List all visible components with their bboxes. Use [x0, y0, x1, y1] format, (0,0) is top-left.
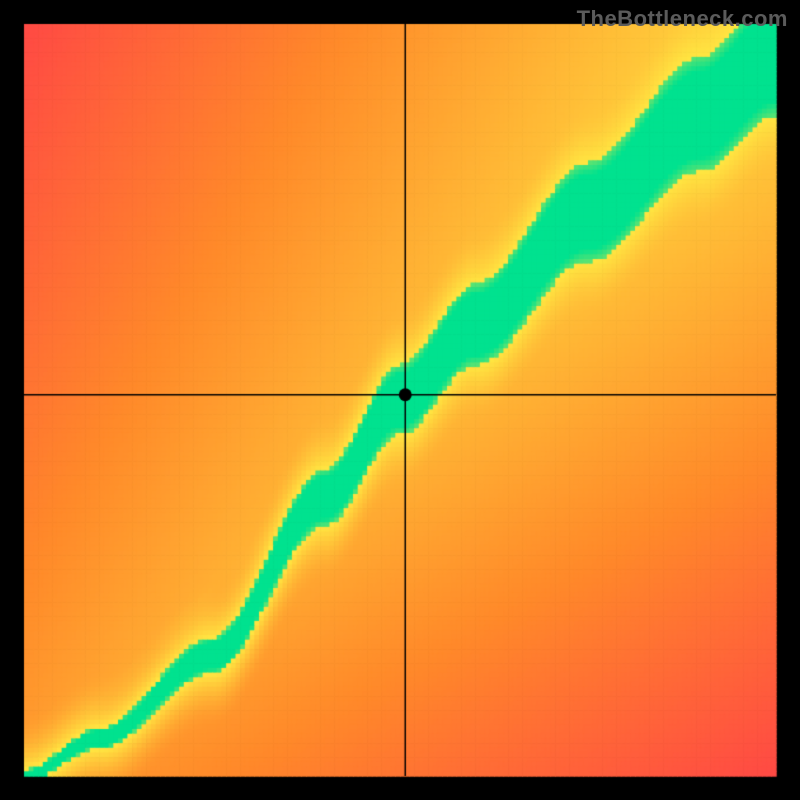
bottleneck-heatmap — [0, 0, 800, 800]
attribution-label: TheBottleneck.com — [577, 6, 788, 32]
chart-container: TheBottleneck.com — [0, 0, 800, 800]
